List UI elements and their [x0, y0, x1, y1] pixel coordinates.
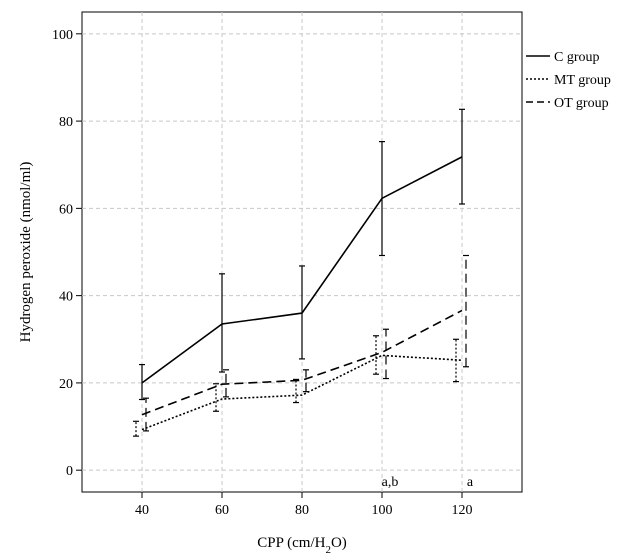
error-bar — [133, 420, 139, 437]
x-axis-title-sub: 2 — [325, 544, 331, 556]
error-bar — [219, 273, 225, 373]
error-bar — [373, 335, 379, 375]
error-bar — [383, 328, 389, 380]
x-tick-label: 40 — [135, 503, 149, 518]
y-tick-label: 80 — [59, 115, 73, 130]
series-line — [141, 156, 463, 384]
legend-label: OT group — [554, 96, 609, 111]
error-bar — [293, 378, 299, 404]
x-tick-label: 120 — [452, 503, 473, 518]
y-tick-label: 20 — [59, 377, 73, 392]
x-axis-title: CPP (cm/H2O) — [257, 535, 347, 556]
x-axis-title-tail: O) — [331, 535, 347, 551]
x-tick-label: 80 — [295, 503, 309, 518]
y-tick-label: 100 — [52, 28, 73, 43]
legend-label: MT group — [554, 73, 611, 88]
error-bar — [463, 254, 469, 368]
series-lines — [141, 156, 463, 431]
x-axis-title-base: CPP (cm/H — [257, 535, 325, 551]
significance-annotation: a,b — [382, 475, 399, 490]
axis-ticks: 0 20 40 60 80 100 40 60 80 100 120 — [52, 28, 473, 518]
series-line — [141, 309, 463, 416]
y-tick-label: 60 — [59, 202, 73, 217]
legend-label: C group — [554, 50, 600, 65]
series-line — [141, 354, 463, 431]
annotations: a,b a — [382, 475, 474, 490]
error-bar — [143, 397, 149, 432]
error-bar — [223, 369, 229, 398]
error-bar — [213, 383, 219, 412]
error-bars — [133, 108, 469, 437]
significance-annotation: a — [467, 475, 474, 490]
legend: C group MT group OT group — [526, 50, 611, 111]
y-tick-label: 0 — [66, 464, 73, 479]
error-bar — [459, 108, 465, 205]
y-axis-title: Hydrogen peroxide (nmol/ml) — [18, 162, 34, 343]
y-tick-label: 40 — [59, 290, 73, 305]
x-tick-label: 100 — [372, 503, 393, 518]
x-tick-label: 60 — [215, 503, 229, 518]
